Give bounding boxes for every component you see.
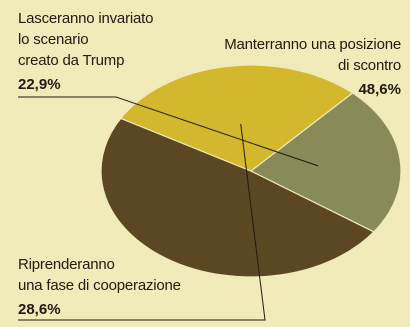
slice-value-invariato: 22,9% (18, 76, 61, 93)
slice-label-invariato-line-3: creato da Trump (18, 52, 124, 69)
pie-slices (100, 64, 402, 278)
slice-label-scontro-line-1: Manterranno una posizione (224, 36, 401, 53)
leader-line-invariato (18, 96, 319, 167)
slice-invariato (249, 92, 402, 233)
slice-value-cooperazione: 28,6% (18, 301, 61, 318)
slice-label-invariato: Lasceranno invariato lo scenario creato … (18, 10, 153, 93)
slice-label-cooperazione-line-2: una fase di cooperazione (18, 277, 181, 294)
slice-value-scontro: 48,6% (358, 81, 401, 98)
slice-scontro (100, 117, 375, 278)
leader-line-cooperazione (18, 123, 266, 321)
slice-label-scontro-line-2: di scontro (338, 57, 401, 74)
slice-label-scontro: Manterranno una posizione di scontro 48,… (224, 36, 401, 98)
slice-label-cooperazione: Riprenderanno una fase di cooperazione 2… (18, 256, 181, 318)
leader-lines (18, 96, 319, 321)
slice-label-cooperazione-line-1: Riprenderanno (18, 256, 115, 273)
slice-label-invariato-line-1: Lasceranno invariato (18, 10, 153, 27)
slice-cooperazione (119, 64, 354, 172)
slice-label-invariato-line-2: lo scenario (18, 31, 88, 48)
